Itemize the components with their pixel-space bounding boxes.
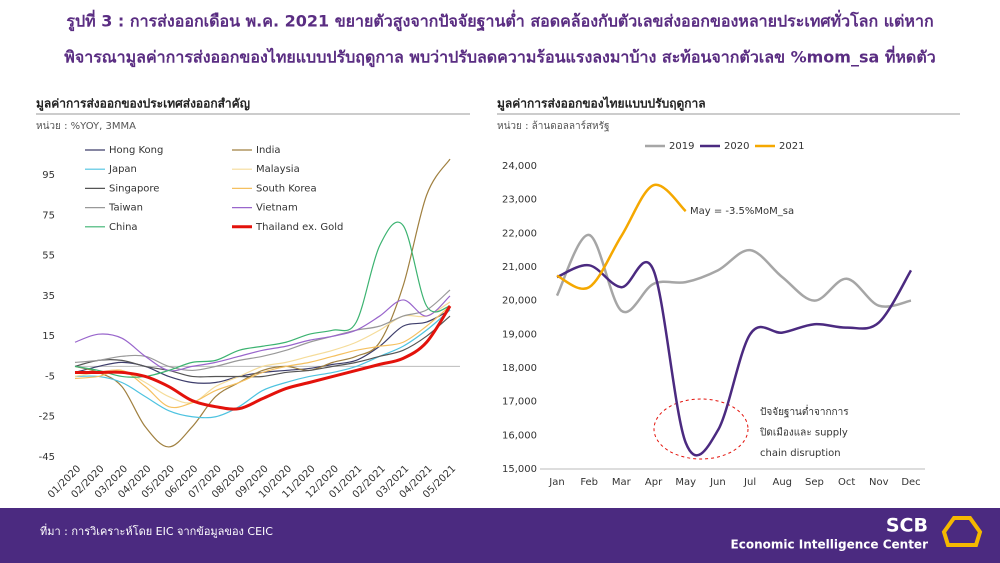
legend-label: India — [256, 145, 281, 156]
x-tick-label: Oct — [838, 477, 855, 488]
series-line — [74, 158, 451, 448]
brand: SCB — [886, 515, 928, 537]
y-tick-label: 75 — [42, 210, 55, 221]
footer-bar — [0, 508, 1000, 563]
series-line — [74, 309, 451, 419]
series-line — [74, 315, 451, 378]
x-tick-label: Jun — [709, 477, 726, 488]
logo — [941, 516, 983, 547]
x-tick-label: Jan — [548, 477, 564, 488]
y-tick-label: 20,000 — [502, 296, 537, 307]
series-line — [74, 221, 451, 378]
series-line — [74, 289, 451, 372]
series-line — [556, 183, 687, 290]
series-line — [556, 260, 913, 457]
series-line — [555, 233, 912, 314]
y-tick-label: 22,000 — [502, 228, 537, 239]
legend-label: 2021 — [779, 141, 804, 152]
y-tick-label: 16,000 — [502, 430, 537, 441]
note: ปัจจัยฐานต่ำจากการ — [760, 404, 849, 418]
y-tick-label: 17,000 — [502, 397, 537, 408]
note: ปิดเมืองและ supply — [759, 427, 848, 439]
note: chain disruption — [760, 448, 841, 459]
x-tick-label: Feb — [580, 477, 598, 488]
y-tick-label: 35 — [42, 291, 55, 302]
x-tick-label: Sep — [805, 477, 824, 488]
legend-label: China — [109, 222, 138, 233]
y-tick-label: -45 — [39, 452, 55, 463]
x-tick-label: Apr — [645, 477, 663, 488]
x-tick-label: Jul — [743, 477, 756, 488]
legend-label: 2019 — [669, 141, 694, 152]
y-tick-label: 95 — [42, 170, 55, 181]
series-line — [75, 305, 452, 411]
y-tick-label: 18,000 — [502, 363, 537, 374]
legend-label: Japan — [108, 164, 137, 175]
x-tick-label: Nov — [869, 477, 889, 488]
chart-subtitle: หน่วย : %YOY, 3MMA — [36, 121, 136, 132]
source: ที่มา : การวิเคราะห์โดย EIC จากข้อมูลของ… — [40, 523, 273, 538]
chart-title: มูลค่าการส่งออกของประเทศส่งออกสำคัญ — [36, 97, 250, 112]
legend-label: 2020 — [724, 141, 749, 152]
y-tick-label: 19,000 — [502, 329, 537, 340]
brand-unit: Economic Intelligence Center — [731, 538, 929, 552]
series-line — [74, 305, 451, 409]
legend-label: Taiwan — [108, 203, 143, 214]
highlight-ellipse — [653, 398, 749, 460]
y-tick-label: 21,000 — [502, 262, 537, 273]
legend-label: South Korea — [256, 183, 317, 194]
y-tick-label: 15 — [42, 331, 55, 342]
y-tick-label: 24,000 — [502, 161, 537, 172]
y-tick-label: 15,000 — [502, 464, 537, 475]
series-line — [74, 295, 451, 372]
slide-title: พิจารณามูลค่าการส่งออกของไทยแบบปรับฤดูกา… — [64, 46, 935, 69]
x-tick-label: Mar — [612, 477, 632, 488]
chart-subtitle: หน่วย : ล้านดอลลาร์สหรัฐ — [497, 120, 610, 132]
y-tick-label: -5 — [45, 371, 55, 382]
chart-title: มูลค่าการส่งออกของไทยแบบปรับฤดูกาล — [497, 96, 706, 112]
x-tick-label: Aug — [773, 477, 793, 488]
x-tick-label: May — [675, 477, 696, 488]
series-line — [74, 301, 451, 404]
legend-label: Hong Kong — [109, 145, 163, 156]
legend-label: Singapore — [109, 183, 159, 194]
y-tick-label: 55 — [42, 251, 55, 262]
annotation: May = -3.5%MoM_sa — [690, 206, 794, 217]
y-tick-label: -25 — [39, 412, 55, 423]
legend-label: Thailand ex. Gold — [255, 222, 343, 233]
legend-label: Vietnam — [256, 203, 298, 214]
x-tick-label: Dec — [901, 477, 920, 488]
slide-title: รูปที่ 3 : การส่งออกเดือน พ.ค. 2021 ขยาย… — [66, 10, 933, 33]
y-tick-label: 23,000 — [502, 195, 537, 206]
legend-label: Malaysia — [256, 164, 300, 175]
